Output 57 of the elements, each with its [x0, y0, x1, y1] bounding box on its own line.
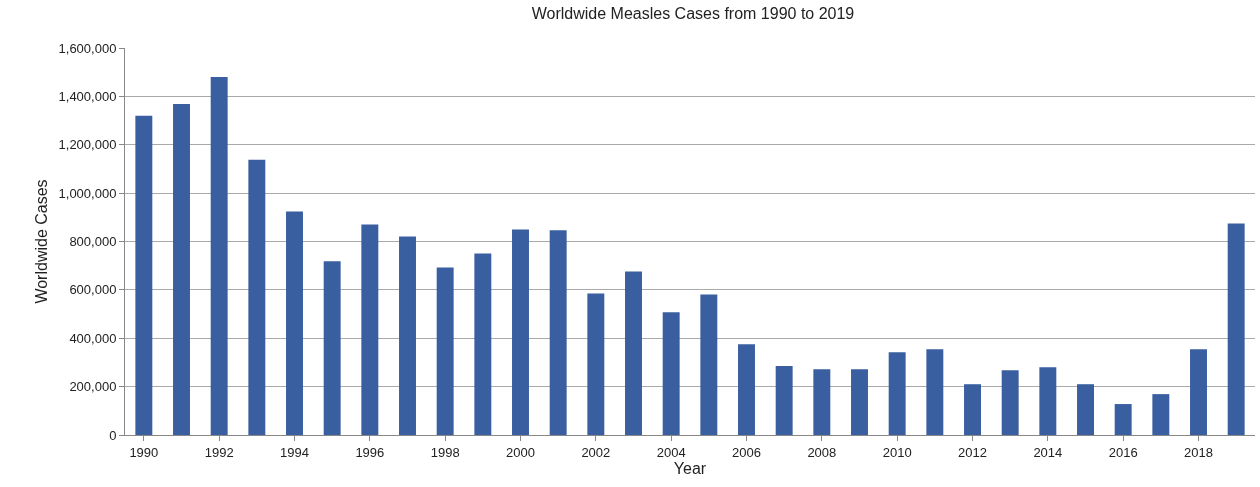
bar — [964, 384, 981, 435]
bar — [1077, 384, 1094, 435]
bar — [210, 77, 228, 435]
bar — [399, 236, 416, 435]
bar — [474, 253, 492, 435]
x-axis-title: Year — [673, 460, 707, 478]
x-tick-label: 1996 — [355, 444, 385, 460]
bar — [625, 271, 642, 435]
x-tick-label: 2002 — [581, 444, 611, 460]
x-tick-label: 2010 — [882, 444, 912, 460]
x-tick-label: 2004 — [656, 444, 686, 460]
x-tick-label: 1998 — [430, 444, 460, 460]
bar — [888, 352, 906, 435]
bar — [587, 293, 605, 435]
bar — [1001, 370, 1019, 435]
bar — [1152, 394, 1170, 435]
y-tick-label: 400,000 — [69, 330, 117, 346]
x-tick-label: 2006 — [732, 444, 761, 460]
bar — [1114, 404, 1132, 435]
bar — [851, 369, 868, 435]
y-tick-label: 800,000 — [69, 234, 117, 250]
chart-title: Worldwide Measles Cases from 1990 to 2019 — [531, 4, 855, 22]
bar — [662, 312, 680, 435]
bar — [361, 224, 379, 435]
x-tick-label: 2016 — [1108, 444, 1138, 460]
y-tick-label: 600,000 — [69, 282, 117, 298]
y-tick-label: 1,600,000 — [58, 40, 117, 56]
y-tick-label: 200,000 — [69, 379, 117, 395]
x-tick-label: 2018 — [1184, 444, 1213, 460]
bar — [286, 211, 303, 435]
x-tick-label: 1994 — [280, 444, 309, 460]
bar — [813, 369, 831, 435]
bar — [926, 349, 944, 435]
x-tick-label: 2012 — [958, 444, 987, 460]
bar — [1227, 223, 1245, 435]
bar — [549, 230, 567, 435]
x-tick-label: 1990 — [129, 444, 159, 460]
bar — [775, 366, 793, 435]
bar — [135, 115, 153, 435]
bar — [1190, 349, 1207, 435]
y-tick-label: 0 — [109, 427, 117, 443]
x-tick-label: 2008 — [807, 444, 837, 460]
bar — [1039, 367, 1057, 435]
bar — [700, 294, 718, 435]
bar — [512, 229, 529, 435]
y-axis-title: Worldwide Cases — [33, 179, 51, 304]
y-tick-label: 1,000,000 — [58, 185, 117, 201]
y-tick-label: 1,200,000 — [58, 137, 117, 153]
x-tick-label: 2000 — [506, 444, 535, 460]
bar — [248, 159, 266, 435]
bar — [738, 344, 755, 435]
bar — [436, 267, 454, 435]
bar — [323, 261, 341, 435]
bar — [173, 104, 190, 435]
x-tick-label: 1992 — [204, 444, 234, 460]
y-tick-label: 1,400,000 — [58, 88, 117, 104]
x-tick-label: 2014 — [1033, 444, 1063, 460]
